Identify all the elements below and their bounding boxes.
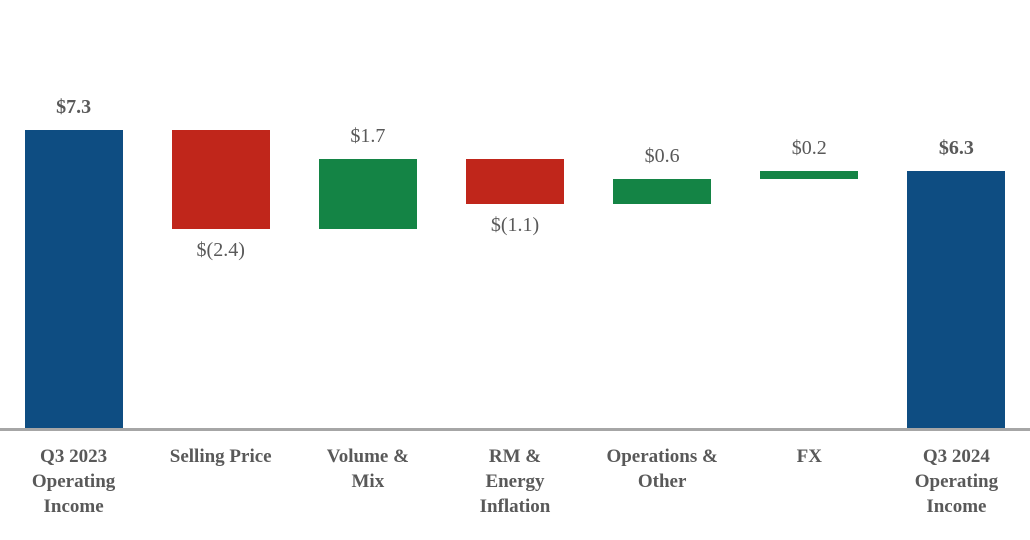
category-label-line: Income	[926, 496, 987, 517]
category-label-selling-price: Selling Price	[147, 444, 294, 469]
value-label-fx: $0.2	[791, 137, 827, 160]
category-label-line: RM &	[488, 446, 542, 467]
category-label-volume-mix: Volume & Mix	[294, 444, 441, 494]
bar-fx	[760, 171, 859, 180]
category-label-line: Q3 2023	[40, 446, 108, 467]
value-label-volume-mix: $1.7	[350, 124, 386, 147]
category-label-line: Other	[637, 471, 687, 492]
category-label-q3-2024-operating-income: Q3 2024 Operating Income	[883, 444, 1030, 519]
category-label-fx: FX	[736, 444, 883, 469]
bar-q3-2023-operating-income	[24, 130, 123, 430]
category-label-line: Q3 2024	[922, 446, 990, 467]
category-label-line: Mix	[351, 471, 385, 492]
value-label-q3-2023-operating-income: $7.3	[56, 96, 92, 118]
value-label-rm-energy-inflation: $(1.1)	[490, 213, 540, 236]
category-label-line: Income	[43, 496, 104, 517]
category-label-operations-other: Operations & Other	[589, 444, 736, 494]
bar-volume-mix	[318, 158, 417, 229]
bar-operations-other	[613, 179, 712, 204]
value-label-operations-other: $0.6	[644, 145, 680, 168]
category-label-line: Operating	[31, 471, 116, 492]
value-label-q3-2024-operating-income: $6.3	[938, 137, 974, 160]
bar-selling-price	[171, 130, 270, 229]
category-label-rm-energy-inflation: RM & Energy Inflation	[441, 444, 588, 519]
category-label-line: Inflation	[479, 496, 551, 517]
category-label-line: Operating	[914, 471, 999, 492]
category-label-line: Energy	[485, 471, 545, 492]
x-axis-line	[0, 428, 1030, 431]
category-label-q3-2023-operating-income: Q3 2023 Operating Income	[0, 444, 147, 519]
category-label-line: Selling Price	[169, 446, 272, 467]
bar-rm-energy-inflation	[466, 158, 564, 204]
bar-q3-2024-operating-income	[907, 171, 1006, 430]
value-label-selling-price: $(2.4)	[196, 238, 245, 261]
category-label-line: Volume &	[326, 446, 409, 467]
category-label-line: Operations &	[606, 446, 718, 467]
category-label-line: FX	[796, 446, 822, 467]
